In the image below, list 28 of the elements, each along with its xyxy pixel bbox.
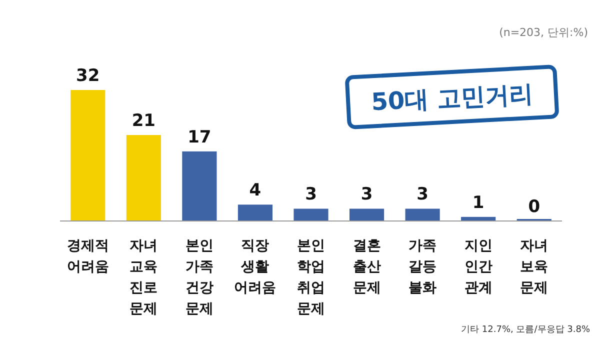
x-tick-label: 본인 가족 건강 문제 xyxy=(185,238,214,317)
bar xyxy=(238,204,273,221)
data-label: 0 xyxy=(528,197,540,217)
x-tick-label: 지인 인간 관계 xyxy=(464,238,492,296)
data-label: 17 xyxy=(188,127,212,148)
x-tick-label: 자녀 교육 진로 문제 xyxy=(130,238,158,317)
x-tick-label: 자녀 보육 문제 xyxy=(520,238,548,296)
text: 기타 12.7%, 모름/무응답 3.8% xyxy=(461,325,590,335)
data-label: 3 xyxy=(305,184,317,205)
x-tick-label: 가족 갈등 불화 xyxy=(408,238,437,296)
bar xyxy=(294,208,328,221)
data-label: 3 xyxy=(416,184,428,205)
data-label: 21 xyxy=(132,111,156,132)
bar xyxy=(126,135,161,221)
bar xyxy=(405,208,440,221)
data-label: 3 xyxy=(360,184,373,205)
data-label: 1 xyxy=(472,192,484,213)
annotation: 50대 고민거리 xyxy=(370,80,534,116)
data-label: 4 xyxy=(249,180,262,201)
bar xyxy=(182,151,217,221)
bar xyxy=(349,208,384,221)
x-tick-label: 결혼 출산 문제 xyxy=(352,238,381,296)
x-tick-label: 직장 생활 어려움 xyxy=(234,238,276,296)
x-tick-label: 경제적 어려움 xyxy=(66,238,109,275)
x-tick-label: 본인 학업 취업 문제 xyxy=(297,238,325,317)
text: (n=203, 단위:%) xyxy=(499,26,588,39)
bar xyxy=(70,90,106,221)
data-label: 32 xyxy=(76,66,100,86)
